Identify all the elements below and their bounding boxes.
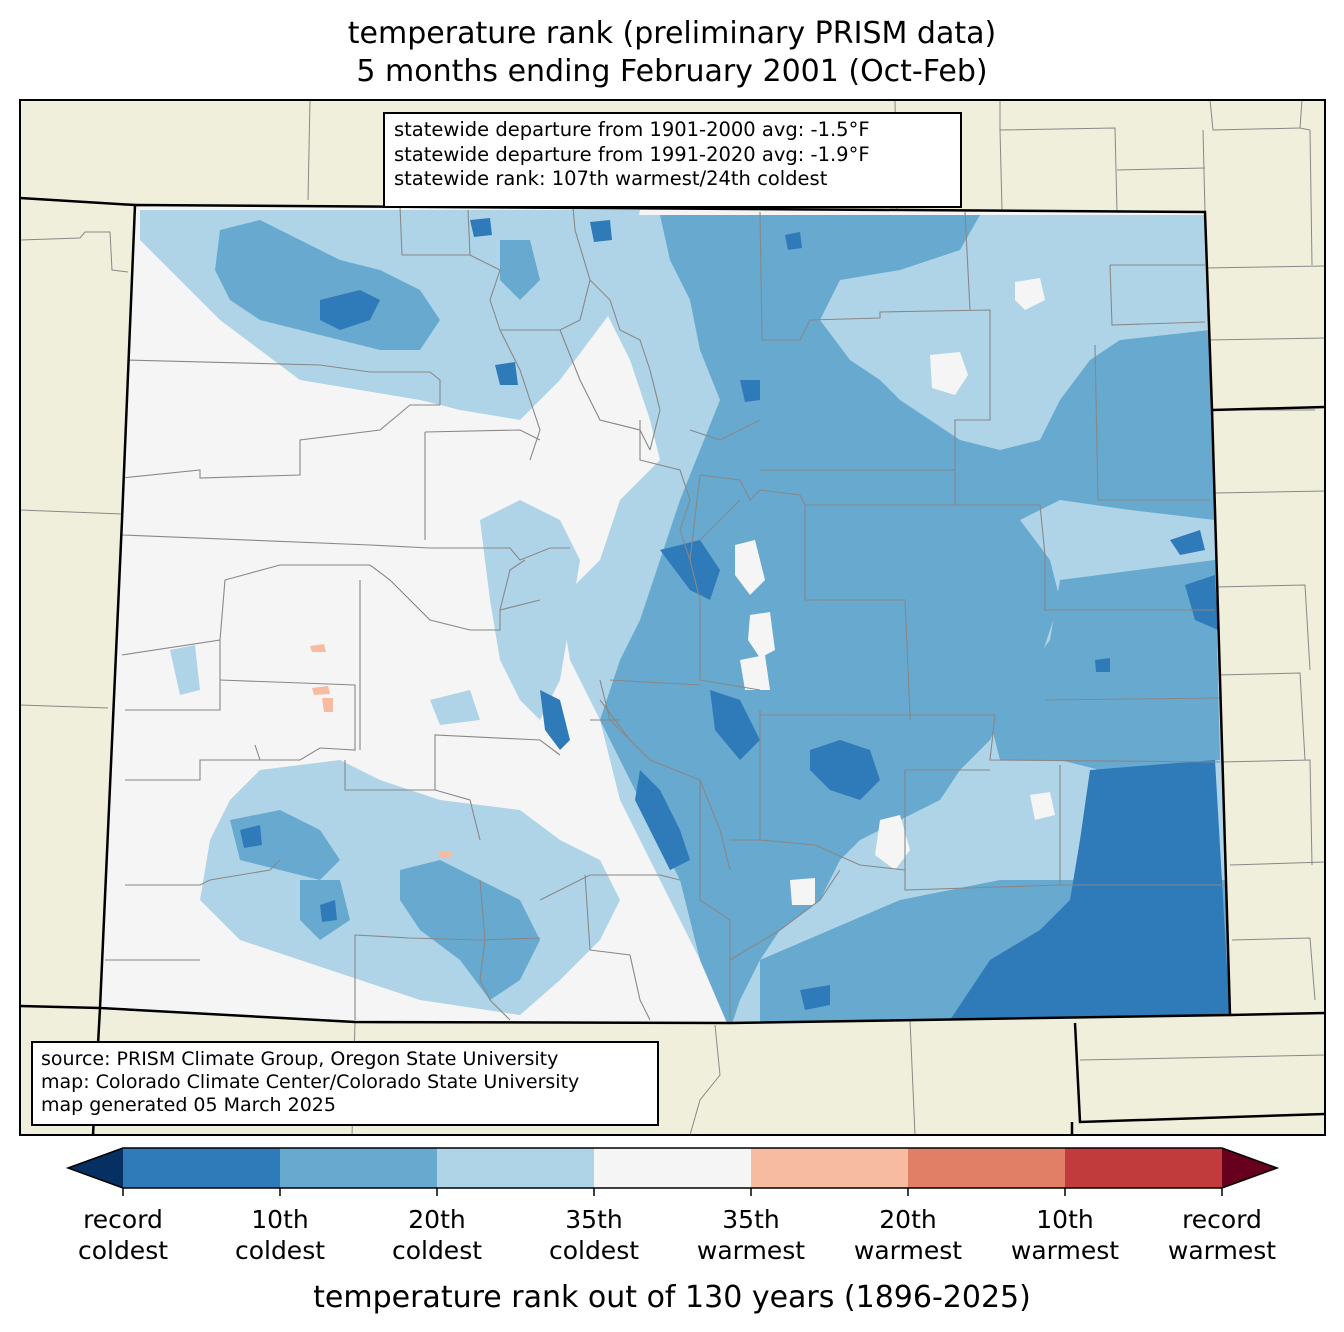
colorbar-extend-warmest [1222, 1148, 1277, 1188]
stats-departure-1901-2000: statewide departure from 1901-2000 avg: … [394, 118, 870, 141]
source-generated-date: map generated 05 March 2025 [41, 1094, 336, 1116]
stats-rank: statewide rank: 107th warmest/24th colde… [394, 167, 828, 190]
source-map-credit: map: Colorado Climate Center/Colorado St… [41, 1071, 580, 1093]
legend-label-10th-coldest: 10th coldest [234, 1205, 326, 1265]
colorado-state-border [98, 203, 1232, 1025]
legend-title: temperature rank out of 130 years (1896-… [313, 1280, 1031, 1315]
map-area [20, 100, 1325, 1135]
stats-departure-1991-2020: statewide departure from 1991-2020 avg: … [394, 142, 870, 166]
colorbar-bin-record-10th-coldest [123, 1148, 280, 1188]
map-title-line2: 5 months ending February 2001 (Oct-Feb) [356, 54, 988, 89]
county-lines [105, 205, 1230, 1021]
legend-label-record-warmest: record warmest [1167, 1205, 1277, 1265]
colorbar-bin-35th-20th-warmest [751, 1148, 908, 1188]
colorbar [65, 1147, 1280, 1196]
legend-label-35th-warmest: 35th warmest [696, 1205, 806, 1265]
statewide-stats-box: statewide departure from 1901-2000 avg: … [383, 112, 962, 208]
legend-label-10th-warmest: 10th warmest [1010, 1205, 1120, 1265]
source-data-credit: source: PRISM Climate Group, Oregon Stat… [41, 1048, 559, 1070]
colorbar-bin-10th-20th-coldest [280, 1148, 437, 1188]
legend-label-record-coldest: record coldest [77, 1205, 169, 1265]
colorbar-bin-20th-10th-warmest [908, 1148, 1065, 1188]
colorbar-bin-10th-record-warmest [1065, 1148, 1222, 1188]
legend-label-20th-coldest: 20th coldest [391, 1205, 483, 1265]
colorbar-bin-near-normal [594, 1148, 751, 1188]
map-frame [19, 99, 1326, 1136]
legend-label-35th-coldest: 35th coldest [548, 1205, 640, 1265]
contour-near-normal-islands [735, 278, 1055, 905]
colorbar-extend-coldest [68, 1148, 123, 1188]
contour-35th-20th-warmest [310, 644, 452, 858]
source-box: source: PRISM Climate Group, Oregon Stat… [31, 1041, 659, 1126]
colorbar-bin-20th-35th-coldest [437, 1148, 594, 1188]
map-title-line1: temperature rank (preliminary PRISM data… [347, 16, 997, 51]
legend-label-20th-warmest: 20th warmest [853, 1205, 963, 1265]
rank-contours [140, 210, 1230, 1023]
contour-record-10th-coldest [240, 218, 1230, 1020]
